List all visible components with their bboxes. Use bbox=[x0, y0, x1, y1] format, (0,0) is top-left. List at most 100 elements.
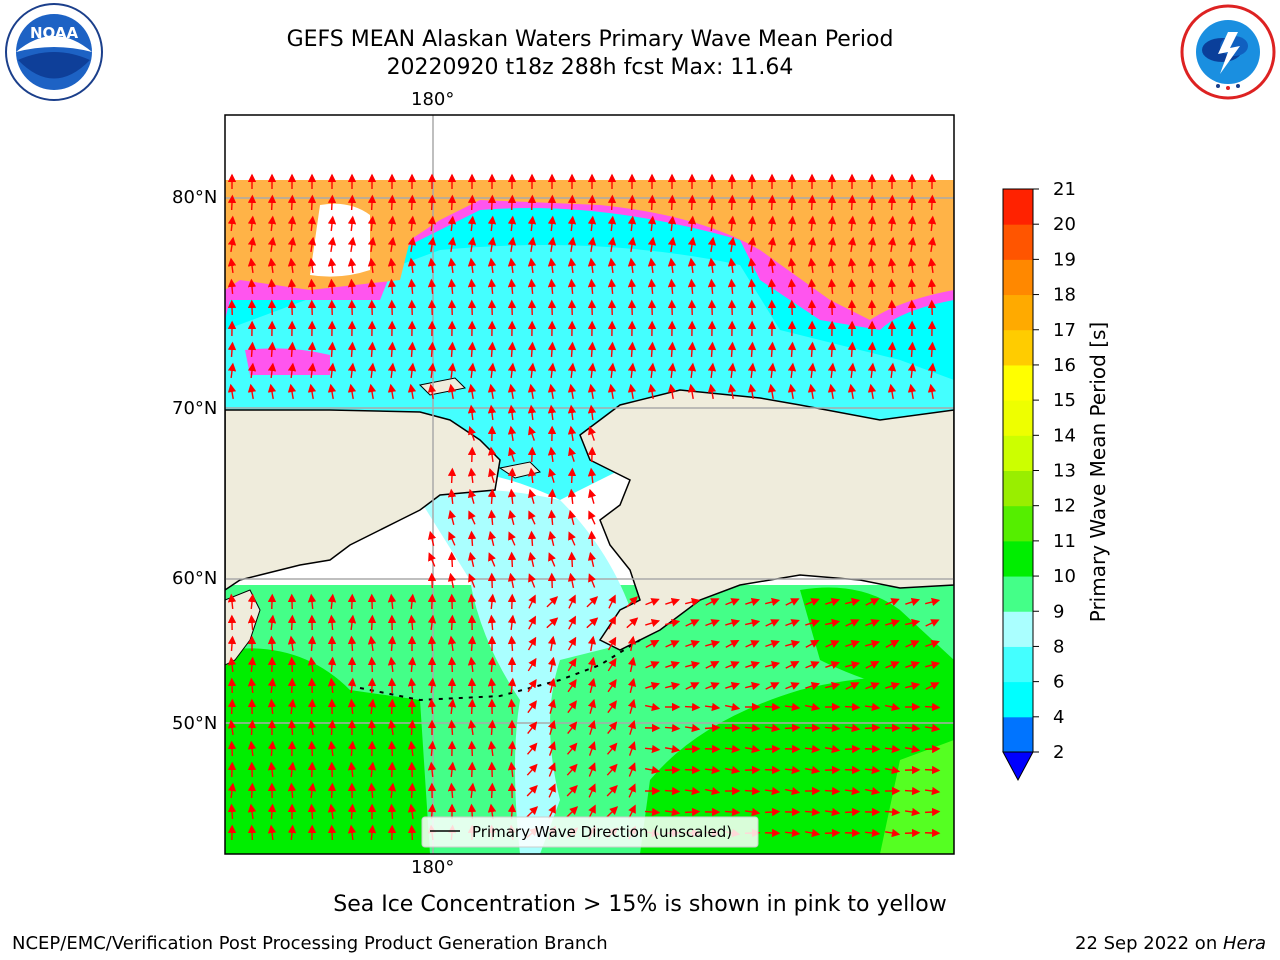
wave-arrow bbox=[664, 744, 681, 754]
wave-arrow bbox=[227, 341, 237, 358]
wave-arrow bbox=[467, 719, 477, 736]
wave-arrow bbox=[407, 719, 417, 736]
wave-arrow bbox=[664, 723, 681, 733]
wave-arrow bbox=[707, 215, 717, 232]
wave-arrow bbox=[566, 806, 579, 818]
wave-arrow bbox=[805, 682, 820, 690]
wave-arrow bbox=[387, 803, 397, 820]
wave-arrow bbox=[507, 761, 517, 778]
wave-arrow bbox=[427, 761, 437, 778]
wave-arrow bbox=[247, 782, 257, 799]
wave-arrow bbox=[267, 740, 277, 757]
wave-arrow bbox=[687, 341, 697, 358]
wave-arrow bbox=[845, 640, 860, 648]
wave-arrow bbox=[467, 215, 477, 232]
wave-arrow bbox=[327, 257, 337, 274]
wave-arrow bbox=[684, 702, 701, 712]
wave-arrow bbox=[705, 639, 721, 649]
wave-arrow bbox=[347, 215, 357, 232]
wave-arrow bbox=[327, 740, 337, 757]
wave-arrow bbox=[427, 530, 437, 546]
wave-arrow bbox=[606, 784, 618, 797]
wave-arrow bbox=[587, 278, 597, 295]
wave-arrow bbox=[467, 593, 477, 610]
wave-arrow bbox=[627, 257, 637, 274]
wave-arrow bbox=[867, 278, 877, 295]
wave-arrow bbox=[566, 784, 578, 797]
wave-arrow bbox=[387, 656, 397, 673]
wave-arrow bbox=[407, 383, 417, 400]
wave-arrow bbox=[548, 741, 556, 756]
wave-direction-arrows bbox=[227, 173, 941, 841]
wave-arrow bbox=[607, 257, 617, 274]
wave-arrow bbox=[507, 677, 517, 694]
wave-arrow bbox=[645, 682, 660, 690]
wave-arrow bbox=[447, 341, 457, 358]
wave-arrow bbox=[645, 702, 661, 712]
wave-arrow bbox=[785, 639, 801, 649]
wave-arrow bbox=[787, 383, 797, 400]
wave-arrow bbox=[847, 341, 857, 358]
wave-arrow bbox=[884, 828, 901, 838]
wave-arrow bbox=[588, 762, 596, 777]
wave-arrow bbox=[487, 467, 497, 483]
wave-arrow bbox=[627, 656, 637, 672]
wave-arrow bbox=[567, 657, 577, 672]
colorbar-tick-label: 21 bbox=[1053, 179, 1076, 200]
wave-arrow bbox=[307, 362, 317, 379]
wave-arrow bbox=[587, 677, 597, 693]
wave-arrow bbox=[567, 425, 577, 442]
wave-arrow bbox=[767, 215, 777, 232]
wave-arrow bbox=[787, 215, 797, 232]
wave-arrow bbox=[367, 614, 377, 631]
wave-arrow bbox=[785, 598, 800, 606]
wave-arrow bbox=[588, 783, 596, 798]
wave-arrow bbox=[707, 236, 717, 253]
wave-arrow bbox=[267, 215, 277, 232]
wave-arrow bbox=[347, 341, 357, 358]
wave-arrow bbox=[925, 682, 940, 690]
wave-arrow bbox=[608, 594, 616, 609]
wave-arrow bbox=[567, 721, 578, 734]
wave-arrow bbox=[767, 383, 777, 400]
colorbar-segment bbox=[1003, 400, 1033, 436]
colorbar-segment bbox=[1003, 716, 1033, 753]
wave-arrow bbox=[547, 635, 557, 652]
wave-arrow bbox=[847, 194, 857, 211]
wave-arrow bbox=[884, 765, 901, 775]
wave-arrow bbox=[347, 236, 357, 253]
wave-arrow bbox=[925, 597, 941, 607]
wave-arrow bbox=[547, 467, 557, 483]
wave-arrow bbox=[367, 341, 377, 358]
wave-arrow bbox=[608, 615, 616, 630]
wave-arrow bbox=[784, 723, 801, 733]
wave-arrow bbox=[367, 656, 377, 673]
wave-arrow bbox=[588, 720, 596, 735]
wave-arrow bbox=[547, 194, 557, 211]
wave-arrow bbox=[747, 236, 757, 253]
wave-arrow bbox=[705, 619, 720, 627]
wave-arrow bbox=[547, 404, 557, 421]
colorbar-segment bbox=[1003, 259, 1033, 296]
wave-arrow bbox=[567, 636, 577, 651]
wave-arrow bbox=[684, 807, 701, 817]
wave-arrow bbox=[587, 488, 597, 504]
wave-arrow bbox=[664, 807, 681, 817]
wave-arrow bbox=[807, 215, 817, 232]
wave-arrow bbox=[307, 719, 317, 736]
wave-arrow bbox=[367, 782, 377, 799]
wave-arrow bbox=[287, 782, 297, 799]
wave-arrow bbox=[567, 700, 577, 714]
wave-arrow bbox=[267, 362, 277, 379]
wave-arrow bbox=[447, 551, 457, 568]
wave-arrow bbox=[287, 215, 297, 232]
lon-label-bottom: 180° bbox=[411, 857, 455, 878]
wave-arrow bbox=[247, 194, 257, 211]
wave-arrow bbox=[327, 383, 337, 400]
colorbar-segment bbox=[1003, 329, 1033, 366]
wave-arrow bbox=[507, 614, 517, 631]
wave-arrow bbox=[327, 341, 337, 358]
wave-arrow bbox=[567, 679, 577, 693]
wave-arrow bbox=[487, 656, 497, 673]
wave-arrow bbox=[347, 194, 357, 211]
